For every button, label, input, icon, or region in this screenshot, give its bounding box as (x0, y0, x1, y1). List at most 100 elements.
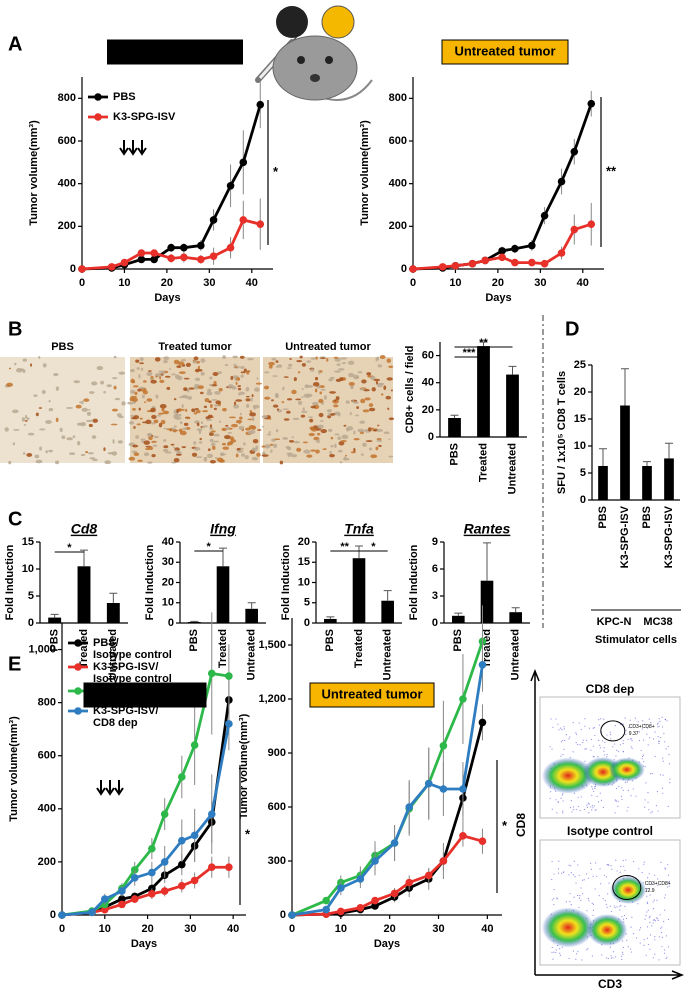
cell (235, 453, 239, 458)
data-point (528, 258, 536, 267)
data-point (226, 182, 235, 190)
cell (336, 363, 341, 366)
cell (147, 461, 153, 464)
flow-event (610, 955, 612, 957)
cell (85, 451, 89, 454)
y-tick-label: 10 (574, 440, 586, 452)
cell (272, 404, 279, 408)
x-axis-label: Days (131, 938, 157, 950)
flow-event (590, 749, 592, 751)
data-point (540, 211, 549, 220)
flow-event (562, 754, 564, 756)
cell (195, 409, 201, 414)
cell (138, 407, 141, 411)
flow-event (652, 957, 654, 959)
flow-event (599, 744, 601, 747)
data-point (256, 100, 265, 109)
chart-title: Tnfa (344, 521, 374, 537)
cell (38, 356, 41, 359)
cell (212, 371, 219, 377)
data-point (207, 810, 216, 818)
cell (185, 408, 188, 413)
cell (133, 385, 139, 388)
flow-event (595, 862, 597, 864)
cell (207, 414, 213, 419)
flow-event (606, 906, 608, 908)
y-axis-label: SFU / 1x10⁵ CD8 T cells (556, 371, 568, 494)
y-tick-label: 15 (22, 536, 34, 548)
flow-event (592, 903, 594, 905)
flow-event (558, 860, 560, 862)
flow-event (579, 895, 581, 897)
y-tick-label: 200 (58, 220, 76, 232)
flow-event (625, 729, 627, 731)
flow-event (626, 939, 628, 941)
cell (92, 418, 99, 423)
cell (312, 381, 320, 387)
cell (240, 371, 246, 374)
data-point (587, 220, 596, 228)
cell (371, 387, 376, 392)
flow-event (555, 718, 557, 720)
flow-event (639, 927, 642, 929)
cell (388, 438, 391, 441)
bar (381, 600, 394, 623)
cell (353, 447, 356, 453)
flow-event (622, 940, 624, 942)
cell (194, 377, 201, 382)
flow-event (569, 736, 571, 738)
flow-event (606, 734, 608, 736)
data-point (178, 836, 186, 845)
flow-event (667, 918, 670, 921)
flow-event (582, 741, 584, 744)
y-tick-label: 600 (58, 135, 76, 147)
cell (173, 457, 180, 463)
error-bar (511, 607, 520, 613)
flow-event (603, 747, 605, 749)
cell (203, 405, 208, 409)
flow-event (550, 791, 552, 793)
cell (310, 368, 315, 372)
cell (153, 435, 159, 439)
cell (42, 363, 47, 368)
flow-event (581, 959, 583, 961)
flow-event (646, 901, 648, 903)
cell (72, 435, 76, 438)
cell (330, 436, 334, 440)
cell (12, 442, 16, 446)
cell (357, 428, 365, 433)
flow-event (646, 727, 649, 729)
cell (373, 378, 381, 382)
cell (218, 420, 221, 424)
flow-event (651, 925, 653, 927)
cell (113, 385, 117, 390)
title-banner (83, 682, 207, 708)
cell (134, 391, 138, 396)
flow-event (569, 892, 571, 895)
flow-event (615, 859, 617, 861)
cell (326, 358, 329, 362)
y-tick-label: 900 (268, 747, 286, 759)
flow-gate (600, 720, 626, 742)
cell (26, 417, 30, 420)
cell (386, 377, 393, 381)
flow-gate (612, 875, 642, 900)
data-point (390, 889, 399, 898)
flow-event (664, 909, 666, 911)
cell (377, 424, 380, 427)
cell (73, 380, 81, 384)
flow-event (621, 916, 623, 918)
cell (353, 438, 360, 441)
error-bar (483, 542, 491, 581)
flow-event (665, 935, 668, 937)
data-point (337, 884, 345, 892)
cell (158, 412, 165, 415)
cell (110, 423, 118, 426)
flow-event (632, 860, 635, 863)
cell (235, 419, 243, 424)
cell (252, 404, 260, 409)
cell (206, 453, 214, 459)
cell (12, 409, 19, 414)
x-axis-label: Stimulator cells (595, 634, 677, 646)
flow-event (588, 727, 591, 729)
